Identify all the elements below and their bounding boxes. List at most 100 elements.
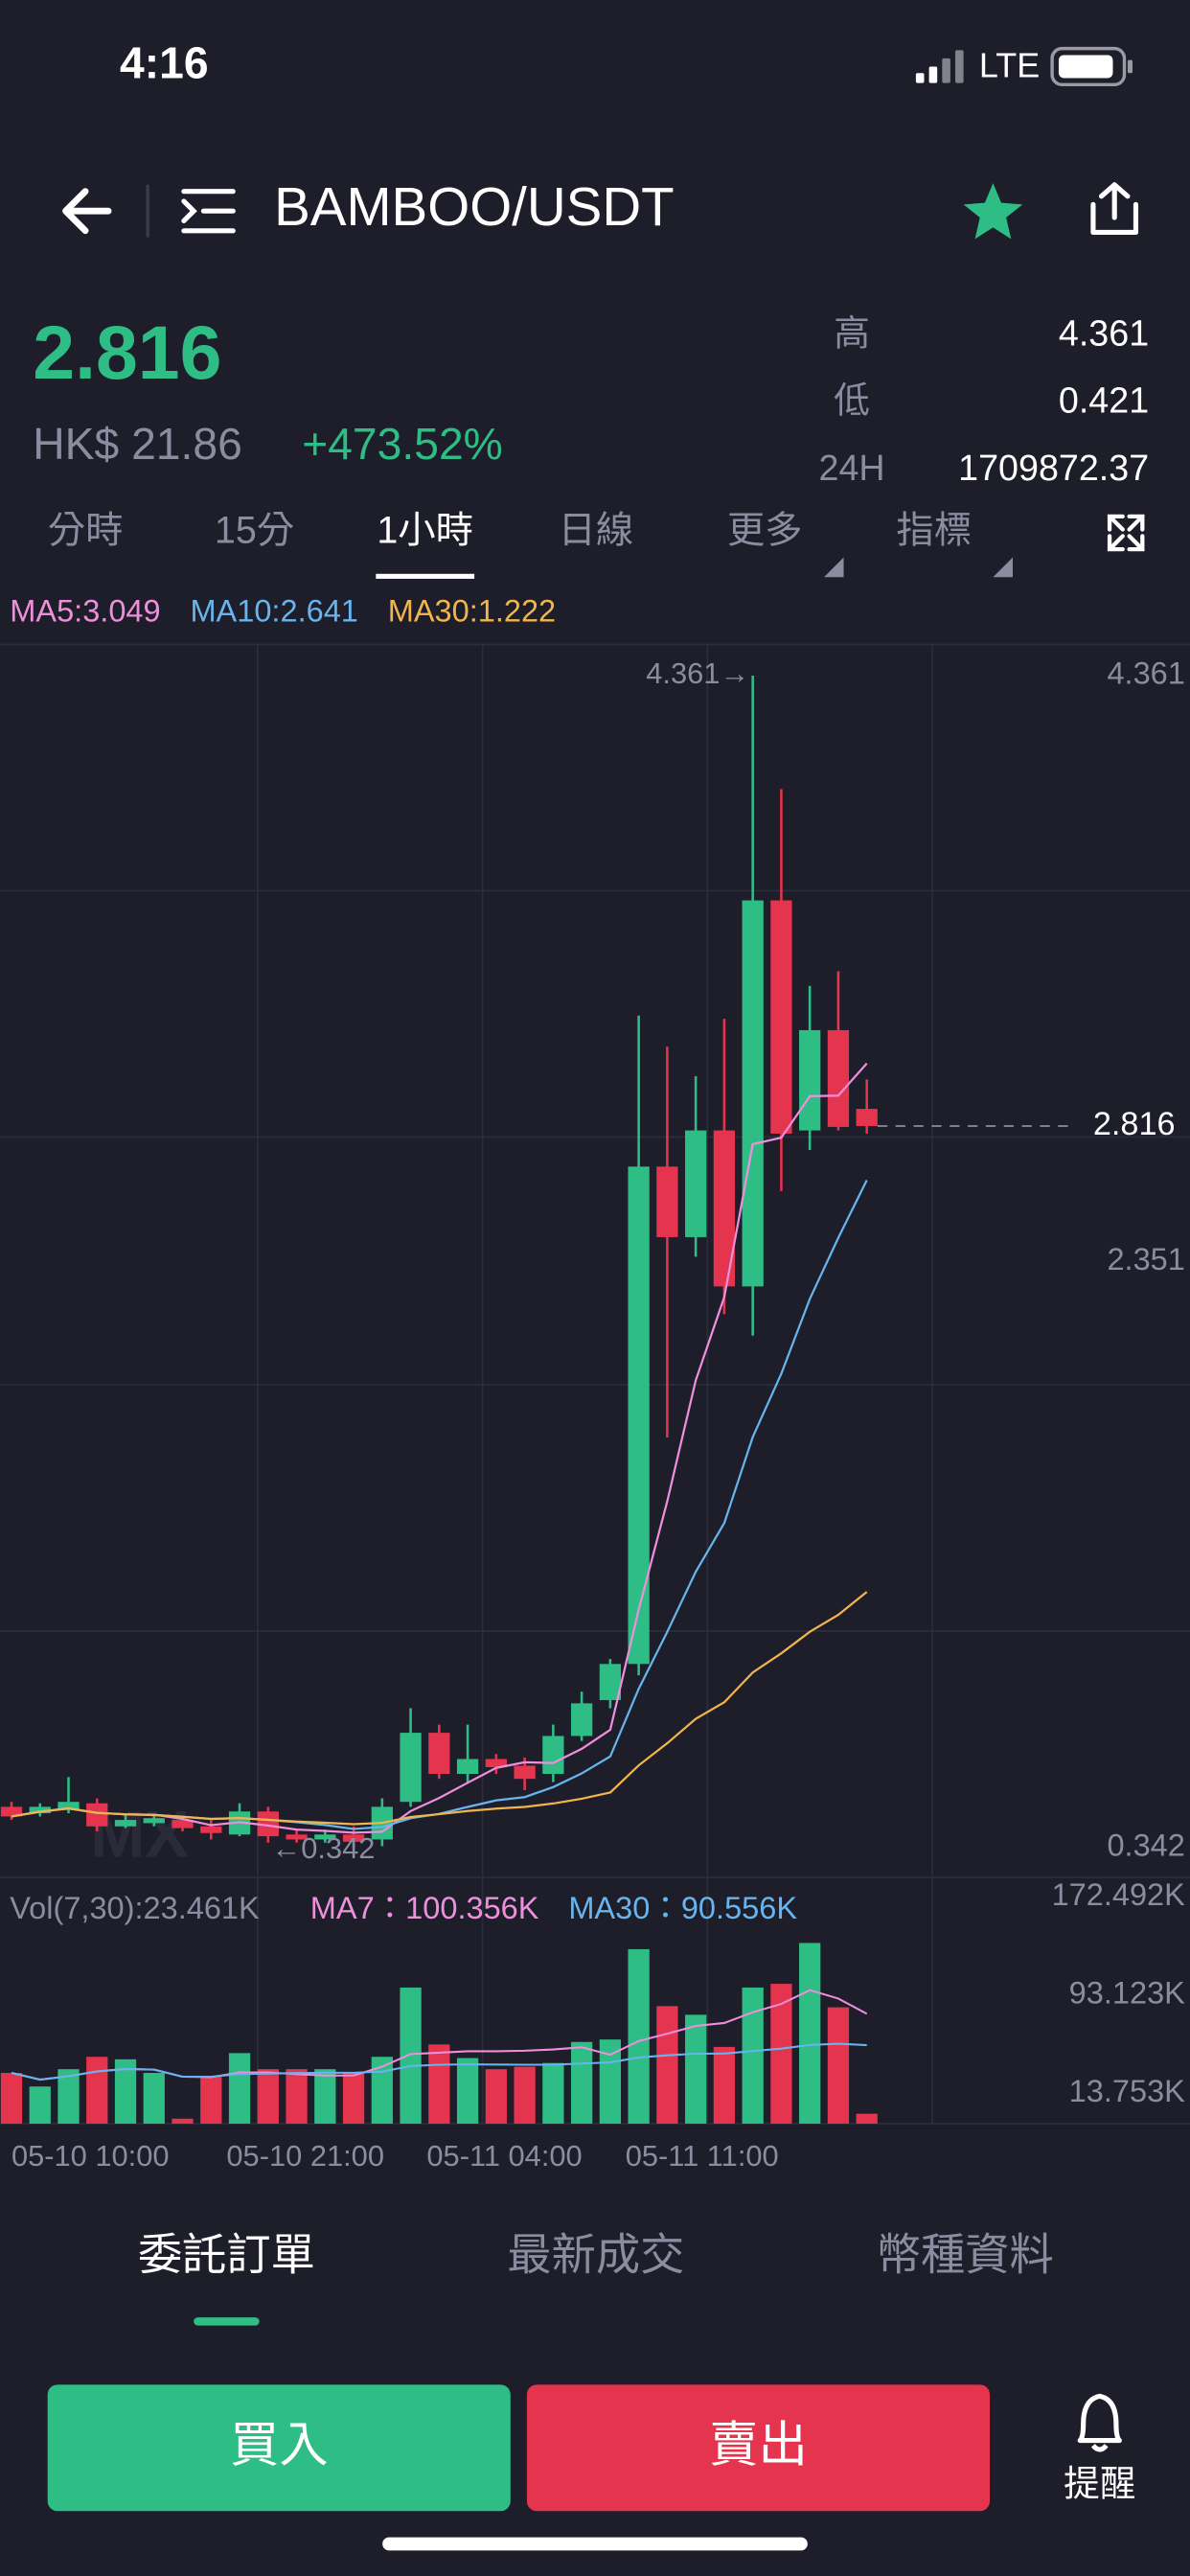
signal-icon: [915, 50, 964, 83]
volume-bar: [485, 2069, 507, 2124]
volume-bar: [114, 2058, 137, 2124]
network-label: LTE: [979, 46, 1040, 85]
ma-legend: MA5:3.049 MA10:2.641 MA30:1.222: [10, 594, 556, 629]
stat-value: 0.421: [1059, 380, 1149, 421]
y-tick-label: 172.492K: [1052, 1877, 1186, 1912]
volume-bar: [257, 2069, 279, 2124]
candle-body: [485, 1759, 507, 1768]
volume-bar: [685, 2014, 707, 2124]
legend-entry: MA30:1.222: [388, 594, 556, 629]
y-tick-label: 2.351: [1107, 1242, 1184, 1276]
period-tab[interactable]: 1小時: [377, 509, 473, 551]
bottom-tab[interactable]: 最新成交: [507, 2230, 684, 2280]
volume-plot: Vol(7,30):23.461K MA7：100.356K MA30：90.556…: [0, 1877, 1186, 2124]
chart-grid: [0, 643, 1190, 2125]
volume-bar: [827, 2007, 850, 2124]
candle-body: [570, 1703, 593, 1736]
volume-bar: [286, 2069, 308, 2124]
volume-bar: [400, 1987, 422, 2124]
volume-bar: [86, 2057, 108, 2124]
y-tick-label: 0.342: [1107, 1828, 1184, 1862]
legend-entry: MA7：100.356K: [310, 1891, 539, 1925]
x-tick-label: 05-11 04:00: [426, 2139, 582, 2173]
active-tab-indicator: [194, 2317, 260, 2326]
sell-button[interactable]: [526, 2384, 991, 2512]
candle-body: [114, 1820, 137, 1827]
volume-bar: [228, 2053, 251, 2124]
back-button[interactable]: [62, 188, 112, 235]
period-tab[interactable]: 指標: [896, 509, 972, 551]
bottom-tab[interactable]: 委託訂單: [138, 2230, 315, 2280]
volume-bar: [200, 2076, 222, 2124]
candle-body: [172, 1820, 194, 1828]
candle-body: [799, 1029, 821, 1131]
period-tab[interactable]: 分時: [48, 509, 124, 551]
volume-bar: [342, 2073, 365, 2124]
candle-body: [656, 1166, 678, 1237]
period-tab[interactable]: 日線: [558, 509, 633, 551]
pair-title[interactable]: BAMBOO/USDT: [274, 176, 675, 237]
candle-body: [685, 1130, 707, 1237]
candle-body: [257, 1811, 279, 1837]
candle-body: [628, 1166, 650, 1665]
stat-label: 高: [834, 312, 870, 353]
x-tick-label: 05-10 10:00: [11, 2139, 170, 2173]
candle-body: [143, 1818, 165, 1824]
candle-body: [770, 900, 792, 1134]
volume-title: Vol(7,30):23.461K: [10, 1891, 260, 1925]
favorite-star[interactable]: [963, 183, 1023, 240]
volume-bar: [143, 2073, 165, 2124]
period-tab[interactable]: 更多: [727, 509, 803, 551]
volume-bar: [456, 2058, 479, 2124]
candle-body: [0, 1806, 23, 1817]
share-button[interactable]: [1090, 182, 1139, 236]
legend-entry: MA5:3.049: [10, 594, 160, 629]
volume-bar: [570, 2041, 593, 2124]
bottom-tabs: 委託訂單 最新成交 幣種資料: [138, 2230, 1054, 2326]
bottom-tab[interactable]: 幣種資料: [877, 2230, 1054, 2280]
volume-bar: [29, 2086, 51, 2124]
status-time: 4:16: [120, 38, 209, 88]
volume-bar: [656, 2006, 678, 2124]
volume-bar: [856, 2113, 878, 2124]
buy-button[interactable]: [47, 2384, 511, 2512]
stat-label: 低: [834, 380, 870, 421]
last-price: 2.816: [33, 310, 221, 395]
volume-bar: [542, 2062, 564, 2124]
price-plot: 0.342 2.351 4.361 4.361→ ←0.342 2.816 05-10 10…: [0, 656, 1185, 2173]
candle-body: [456, 1759, 479, 1775]
volume-bar: [514, 2066, 536, 2124]
sell-label: 賣出: [709, 2417, 808, 2472]
candle-body: [86, 1803, 108, 1827]
x-tick-label: 05-11 11:00: [626, 2139, 779, 2173]
volume-bar: [428, 2044, 450, 2124]
stat-value: 4.361: [1059, 312, 1149, 353]
last-price-label: 2.816: [1093, 1106, 1176, 1142]
candle-body: [57, 1802, 80, 1810]
alert-button[interactable]: 提醒: [1064, 2393, 1135, 2504]
fullscreen-button[interactable]: [1107, 514, 1145, 552]
candle-body: [400, 1733, 422, 1803]
candle-body: [827, 1029, 850, 1127]
volume-bar: [172, 2118, 194, 2124]
volume-bar: [628, 1948, 650, 2124]
volume-bar: [57, 2069, 80, 2124]
volume-bar: [314, 2069, 336, 2124]
stat-value: 1709872.37: [958, 448, 1149, 488]
candle-body: [514, 1765, 536, 1780]
candle-body: [314, 1834, 336, 1840]
candle-body: [599, 1664, 622, 1701]
volume-bar: [742, 1987, 764, 2124]
menu-button[interactable]: [181, 189, 236, 234]
buy-label: 買入: [230, 2417, 329, 2472]
candle-body: [713, 1130, 736, 1287]
battery-icon: [1050, 46, 1133, 87]
candle-body: [856, 1109, 878, 1127]
y-tick-label: 93.123K: [1069, 1976, 1185, 2011]
candle-body: [742, 900, 764, 1287]
period-tab[interactable]: 15分: [215, 509, 294, 551]
change-percent: +473.52%: [302, 419, 503, 469]
low-annotation: ←0.342: [271, 1831, 375, 1865]
